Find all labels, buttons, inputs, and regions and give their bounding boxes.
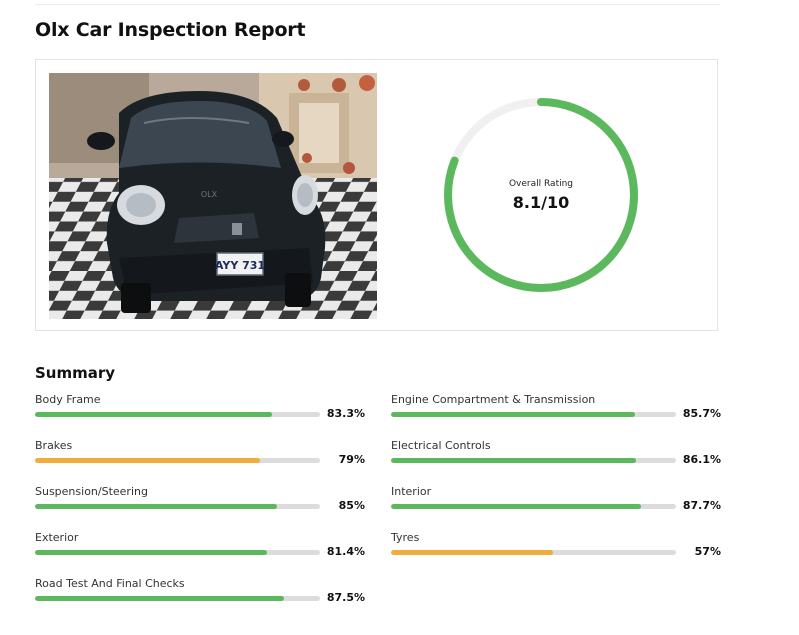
metric-percent: 87.5% [326, 591, 365, 604]
top-divider [35, 4, 720, 5]
metric-progress-fill [35, 458, 261, 463]
metric-percent: 57% [694, 545, 721, 558]
metric-progress-fill [35, 550, 267, 555]
license-plate-text: AYY 731 [215, 259, 265, 272]
metric-progress-track [35, 550, 320, 555]
photo-watermark: OLX [201, 190, 218, 199]
rating-ring-progress [444, 98, 638, 292]
metric-name: Body Frame [35, 393, 101, 406]
overall-rating-gauge: Overall Rating 8.1/10 [441, 95, 641, 295]
metric-name: Tyres [391, 531, 420, 544]
metric-interior: Interior 87.7% [391, 485, 721, 525]
metric-brakes: Brakes 79% [35, 439, 365, 479]
metric-electrical-controls: Electrical Controls 86.1% [391, 439, 721, 479]
metric-name: Electrical Controls [391, 439, 491, 452]
metric-progress-track [35, 412, 320, 417]
metric-progress-track [391, 458, 676, 463]
metric-progress-fill [391, 550, 554, 555]
metric-percent: 85% [338, 499, 365, 512]
metric-progress-track [35, 504, 320, 509]
metric-progress-fill [35, 596, 285, 601]
metric-name: Road Test And Final Checks [35, 577, 185, 590]
metric-road-test: Road Test And Final Checks 87.5% [35, 577, 365, 617]
metric-percent: 83.3% [326, 407, 365, 420]
metric-engine-transmission: Engine Compartment & Transmission 85.7% [391, 393, 721, 433]
metric-percent: 85.7% [682, 407, 721, 420]
metric-name: Exterior [35, 531, 79, 544]
car-photo: AYY 731 OLX [49, 73, 377, 319]
metric-progress-track [35, 458, 320, 463]
metric-name: Interior [391, 485, 432, 498]
overall-rating-label: Overall Rating [508, 179, 574, 189]
overall-rating-value: 8.1/10 [512, 193, 570, 212]
metric-progress-fill [35, 504, 278, 509]
metric-percent: 87.7% [682, 499, 721, 512]
metric-progress-fill [391, 412, 636, 417]
metric-percent: 79% [338, 453, 365, 466]
metric-percent: 86.1% [682, 453, 721, 466]
metric-progress-fill [391, 458, 637, 463]
metric-progress-track [391, 504, 676, 509]
metric-body-frame: Body Frame 83.3% [35, 393, 365, 433]
metric-progress-fill [35, 412, 273, 417]
overview-card: AYY 731 OLX Overall Rating 8.1/10 [35, 59, 718, 331]
metric-progress-track [391, 412, 676, 417]
metric-progress-track [35, 596, 320, 601]
metric-progress-fill [391, 504, 641, 509]
car-photo-illustration: AYY 731 OLX [49, 73, 377, 319]
metric-name: Brakes [35, 439, 73, 452]
summary-heading: Summary [35, 364, 116, 382]
metric-exterior: Exterior 81.4% [35, 531, 365, 571]
metric-name: Engine Compartment & Transmission [391, 393, 596, 406]
metric-progress-track [391, 550, 676, 555]
metric-tyres: Tyres 57% [391, 531, 721, 571]
metric-percent: 81.4% [326, 545, 365, 558]
metric-suspension-steering: Suspension/Steering 85% [35, 485, 365, 525]
metric-name: Suspension/Steering [35, 485, 148, 498]
page-title: Olx Car Inspection Report [35, 19, 306, 41]
